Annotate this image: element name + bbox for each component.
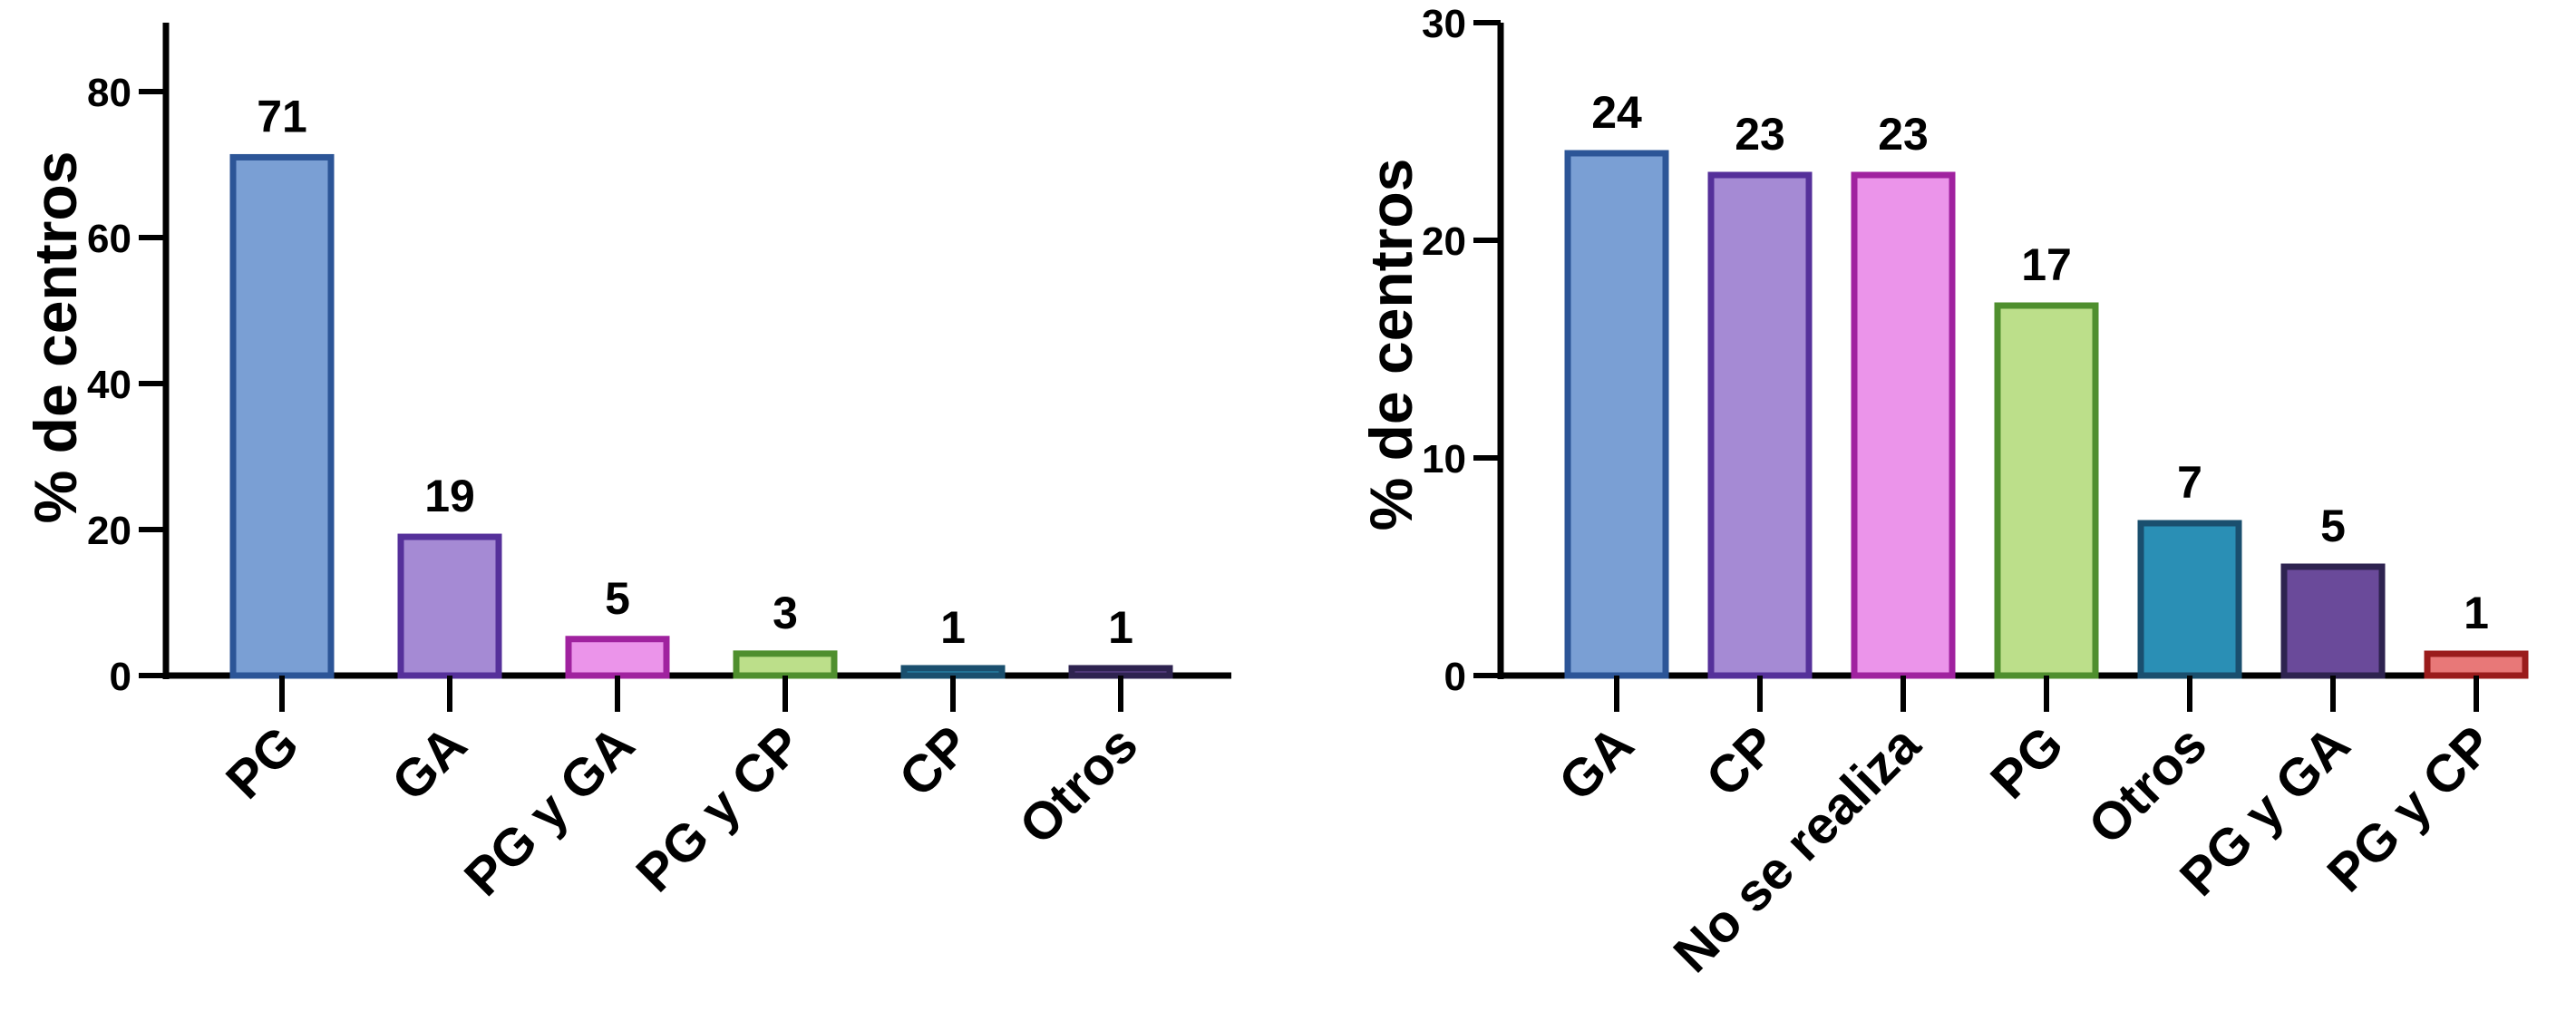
category-label: Otros xyxy=(1008,715,1149,855)
bar xyxy=(1068,665,1173,679)
y-tick-label: 30 xyxy=(1422,2,1466,46)
y-tick-label: 0 xyxy=(1444,655,1466,699)
category-label: Otros xyxy=(2077,715,2218,855)
category-label: PG y CP xyxy=(625,715,813,903)
y-tick-label: 40 xyxy=(87,363,131,407)
y-tick-label: 20 xyxy=(1422,219,1466,264)
bar xyxy=(397,533,502,679)
bar xyxy=(1707,171,1813,679)
data-label: 23 xyxy=(1735,109,1785,160)
data-label: 7 xyxy=(2177,457,2202,508)
y-tick-label: 20 xyxy=(87,509,131,553)
category-label: PG xyxy=(215,715,310,810)
bar xyxy=(733,650,838,679)
y-tick-label: 60 xyxy=(87,217,131,261)
category-label: GA xyxy=(381,715,478,812)
data-label: 3 xyxy=(773,588,798,638)
y-axis-title-left: % de centros xyxy=(22,151,89,524)
data-label: 5 xyxy=(2320,501,2346,551)
chart-left: % de centros 0 20 40 60 80 71 PG 19 GA 5 PG y GA 3 P… xyxy=(22,23,1231,908)
y-tick-label: 10 xyxy=(1422,437,1466,481)
bar xyxy=(565,636,670,679)
y-axis-title-right: % de centros xyxy=(1357,159,1424,531)
data-label: 5 xyxy=(605,573,630,624)
data-label: 24 xyxy=(1591,87,1642,138)
bar xyxy=(1994,302,2099,679)
bar xyxy=(2424,650,2529,679)
bar xyxy=(900,665,1006,679)
category-label: No se realiza xyxy=(1662,715,1931,984)
chart-right: % de centros 0 10 20 30 24 GA 23 CP 23 No se real… xyxy=(1357,2,2529,984)
category-label: CP xyxy=(1695,715,1788,808)
category-label: PG xyxy=(1979,715,2075,810)
data-label: 1 xyxy=(2464,588,2489,638)
y-tick-label: 80 xyxy=(87,71,131,115)
data-label: 71 xyxy=(257,91,307,141)
data-label: 23 xyxy=(1878,109,1929,160)
category-label: PG y GA xyxy=(453,715,646,907)
bar xyxy=(229,153,335,679)
bar xyxy=(1564,150,1669,679)
y-tick-label: 0 xyxy=(110,655,131,699)
data-label: 19 xyxy=(424,471,475,521)
bar xyxy=(2280,563,2386,679)
data-label: 1 xyxy=(1108,602,1133,653)
data-label: 1 xyxy=(940,602,966,653)
category-label: GA xyxy=(1548,715,1645,812)
category-label: CP xyxy=(888,715,981,808)
bar xyxy=(2137,520,2242,679)
data-label: 17 xyxy=(2021,239,2072,290)
bar xyxy=(1851,171,1956,679)
